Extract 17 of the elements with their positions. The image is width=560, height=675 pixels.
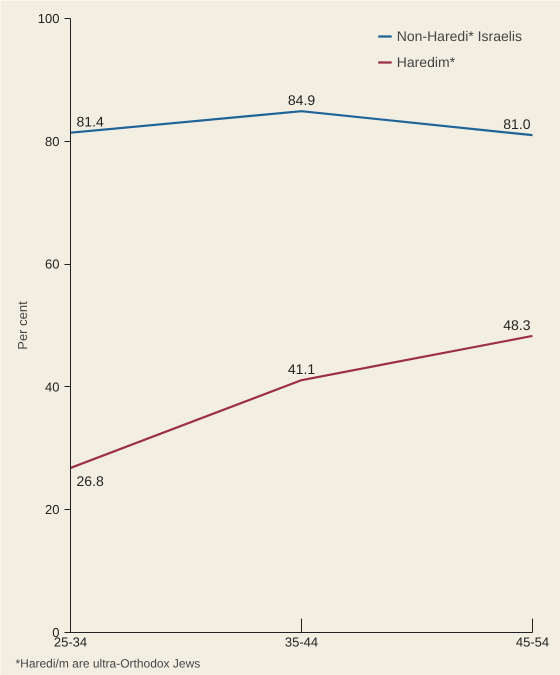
data-label: 81.4 [76, 114, 104, 130]
y-tick-label: 40 [45, 379, 60, 394]
data-label: 41.1 [288, 361, 316, 378]
y-tick-label: 100 [38, 11, 60, 26]
x-tick-label: 45-54 [516, 634, 550, 650]
text: *Haredi/m are ultra-Orthodox Jews [16, 656, 200, 670]
y-tick-label: 60 [45, 256, 60, 272]
data-label: 84.9 [288, 92, 316, 108]
legend-label: Non-Haredi* Israelis [396, 28, 522, 44]
data-label: 26.8 [76, 472, 104, 489]
data-label: 81.0 [503, 116, 531, 132]
x-tick-label: 35-44 [284, 634, 318, 650]
y-tick-label: 20 [45, 502, 60, 518]
legend-label: Haredim* [396, 54, 456, 70]
y-axis-title: Per cent [14, 300, 30, 350]
y-tick-label: 80 [45, 134, 60, 149]
data-label: 48.3 [503, 316, 531, 333]
